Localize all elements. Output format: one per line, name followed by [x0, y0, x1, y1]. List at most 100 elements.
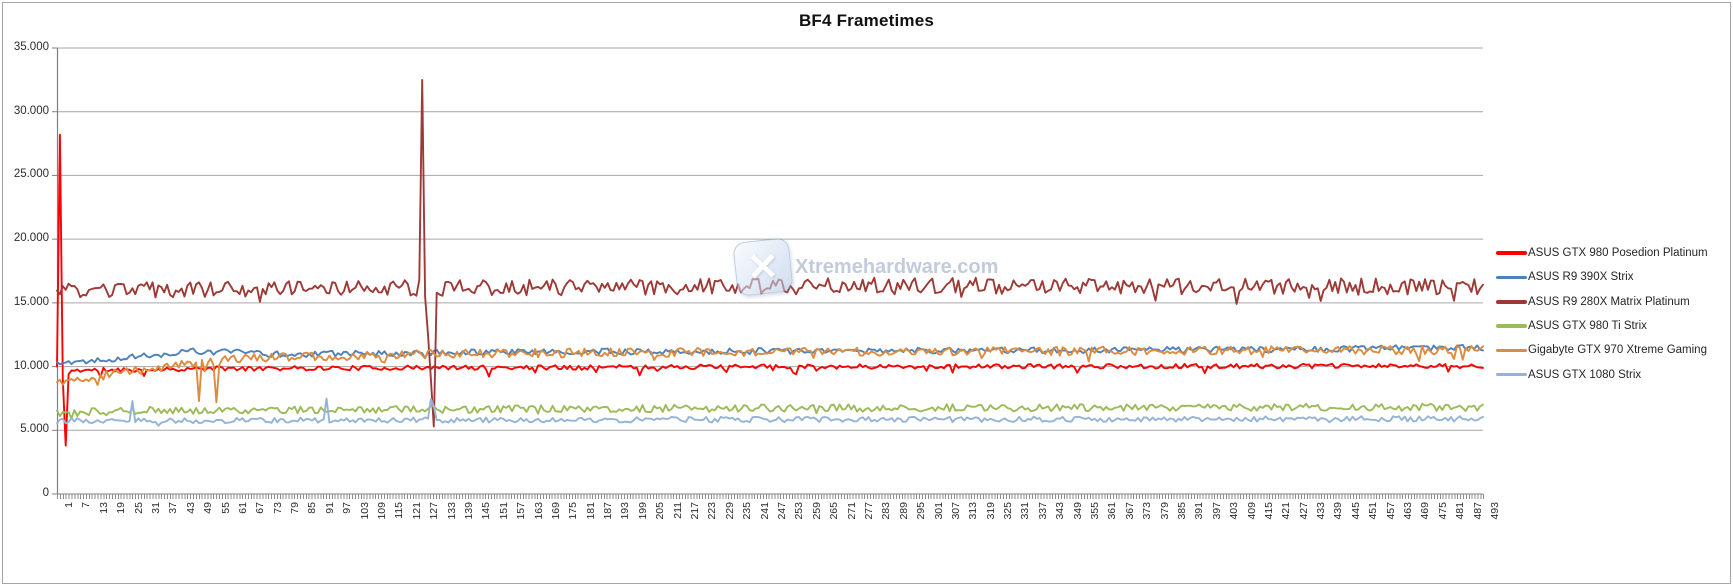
- legend: ASUS GTX 980 Posedion Platinum ASUS R9 39…: [1496, 241, 1708, 387]
- x-tick-label: 421: [1280, 502, 1293, 520]
- x-tick-label: 355: [1089, 502, 1102, 520]
- x-tick-label: 223: [706, 502, 719, 520]
- x-tick-label: 487: [1471, 502, 1484, 520]
- x-tick-label: 127: [428, 502, 441, 520]
- x-tick-label: 115: [393, 502, 406, 519]
- legend-label: ASUS R9 280X Matrix Platinum: [1528, 295, 1690, 308]
- x-tick-label: 121: [410, 502, 423, 520]
- y-tick-label: 25.000: [13, 168, 49, 181]
- x-tick-label: 361: [1106, 502, 1119, 520]
- x-tick-label: 37: [167, 502, 180, 514]
- x-tick-label: 109: [376, 502, 389, 520]
- legend-swatch: [1496, 348, 1527, 353]
- legend-swatch: [1496, 251, 1527, 255]
- legend-item: Gigabyte GTX 970 Xtreme Gaming: [1496, 338, 1708, 362]
- y-tick-label: 35.000: [13, 41, 49, 53]
- x-tick-label: 97: [341, 502, 354, 514]
- legend-item: ASUS GTX 980 Ti Strix: [1496, 314, 1708, 338]
- legend-swatch: [1496, 299, 1527, 304]
- series-line: [56, 402, 1484, 420]
- y-tick-label: 10.000: [13, 359, 49, 372]
- legend-item: ASUS R9 280X Matrix Platinum: [1496, 290, 1708, 314]
- x-tick-label: 385: [1175, 502, 1188, 520]
- y-tick-label: 0: [42, 487, 49, 499]
- x-tick-label: 367: [1123, 502, 1136, 520]
- x-tick-label: 349: [1071, 502, 1084, 520]
- x-tick-label: 235: [741, 502, 754, 520]
- x-tick-label: 49: [202, 502, 215, 514]
- x-tick-label: 427: [1297, 502, 1310, 520]
- chart-title: BF4 Frametimes: [798, 11, 935, 30]
- legend-swatch: [1496, 275, 1527, 280]
- x-tick-label: 19: [115, 502, 128, 514]
- x-tick-label: 271: [845, 502, 858, 520]
- x-tick-label: 445: [1349, 502, 1362, 520]
- x-tick-label: 139: [462, 502, 475, 520]
- x-tick-label: 133: [445, 502, 458, 520]
- x-tick-label: 475: [1436, 502, 1449, 520]
- x-tick-label: 313: [967, 502, 980, 520]
- x-tick-label: 379: [1158, 502, 1171, 520]
- legend-label: ASUS R9 390X Strix: [1528, 271, 1634, 284]
- x-tick-label: 151: [497, 502, 510, 520]
- x-tick-label: 373: [1141, 502, 1154, 520]
- y-axis-labels: 35.000 30.000 25.000 20.000 15.000 10.000 5.00…: [0, 0, 49, 587]
- x-tick-label: 103: [358, 502, 371, 520]
- x-tick-label: 433: [1315, 502, 1328, 520]
- x-tick-label: 175: [567, 502, 580, 520]
- x-tick-label: 193: [619, 502, 632, 520]
- x-tick-label: 403: [1228, 502, 1241, 520]
- x-tick-label: 325: [1002, 502, 1015, 520]
- x-tick-label: 163: [532, 502, 545, 520]
- x-tick-label: 181: [584, 502, 597, 520]
- x-tick-label: 187: [602, 502, 615, 520]
- x-tick-label: 73: [271, 502, 284, 514]
- y-tick-label: 30.000: [13, 104, 49, 117]
- x-tick-label: 43: [184, 502, 197, 514]
- legend-item: ASUS GTX 980 Posedion Platinum: [1496, 241, 1708, 265]
- x-tick-label: 439: [1332, 502, 1345, 520]
- x-tick-label: 265: [828, 502, 841, 520]
- x-tick-label: 415: [1262, 502, 1275, 520]
- x-tick-label: 247: [776, 502, 788, 520]
- legend-label: ASUS GTX 980 Posedion Platinum: [1528, 247, 1708, 260]
- x-tick-label: 451: [1367, 502, 1380, 520]
- x-tick-label: 55: [219, 502, 232, 514]
- x-tick-label: 343: [1054, 502, 1067, 520]
- legend-swatch: [1496, 372, 1527, 377]
- x-tick-label: 7: [80, 502, 93, 508]
- legend-label: Gigabyte GTX 970 Xtreme Gaming: [1528, 344, 1707, 357]
- x-tick-label: 337: [1036, 502, 1049, 520]
- x-tick-label: 79: [289, 502, 302, 514]
- x-tick-label: 319: [984, 502, 997, 520]
- x-tick-label: 229: [723, 502, 736, 520]
- x-tick-label: 145: [480, 502, 493, 520]
- x-tick-label: 469: [1419, 502, 1432, 520]
- y-tick-label: 15.000: [13, 295, 49, 308]
- legend-label: ASUS GTX 1080 Strix: [1528, 368, 1642, 381]
- x-tick-label: 283: [880, 502, 893, 520]
- x-tick-label: 307: [949, 502, 962, 520]
- x-tick-label: 91: [323, 502, 336, 514]
- x-tick-label: 457: [1384, 502, 1397, 520]
- series-line: [56, 133, 1484, 447]
- x-tick-label: 13: [97, 502, 110, 514]
- x-tick-label: 211: [671, 502, 684, 519]
- series-line: [56, 397, 1484, 427]
- x-tick-label: 253: [793, 502, 806, 520]
- x-tick-label: 289: [897, 502, 910, 520]
- x-tick-label: 295: [915, 502, 928, 520]
- x-tick-label: 391: [1193, 502, 1206, 520]
- y-tick-label: 5.000: [20, 423, 49, 436]
- legend-label: ASUS GTX 980 Ti Strix: [1528, 320, 1647, 333]
- y-tick-label: 20.000: [13, 232, 49, 245]
- x-tick-label: 493: [1489, 502, 1501, 520]
- x-tick-label: 25: [132, 502, 145, 514]
- x-tick-label: 463: [1402, 502, 1415, 520]
- x-tick-label: 397: [1210, 502, 1223, 520]
- x-tick-label: 1: [63, 502, 75, 508]
- x-tick-label: 205: [654, 502, 667, 520]
- series-line: [56, 345, 1484, 404]
- x-tick-label: 217: [689, 502, 702, 520]
